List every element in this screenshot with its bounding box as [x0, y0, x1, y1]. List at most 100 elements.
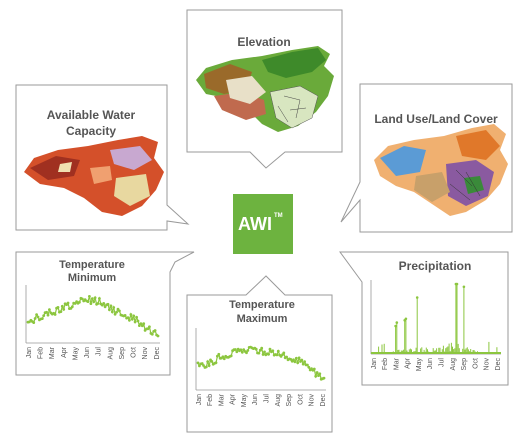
tmin-tick-jul: Jul — [96, 347, 103, 356]
tmax-point-15 — [217, 352, 221, 356]
tmin-callout-frame — [15, 251, 195, 376]
tmin-point-25 — [62, 308, 66, 311]
tmin-title-line2: Minimum — [68, 272, 116, 284]
tmin-tick-nov: Nov — [142, 347, 149, 360]
tmax-point-46 — [260, 346, 264, 350]
tmin-point-23 — [59, 310, 63, 313]
tmax-point-32 — [240, 350, 244, 354]
tmin-tick-oct: Oct — [131, 347, 138, 358]
tmax-point-57 — [275, 353, 279, 357]
tmax-point-0 — [196, 361, 200, 365]
tmin-point-46 — [92, 300, 96, 304]
tmin-point-36 — [78, 300, 81, 304]
tmin-point-49 — [96, 302, 100, 305]
tmin-point-21 — [56, 306, 60, 309]
tmax-point-4 — [202, 364, 205, 367]
tmin-point-60 — [112, 306, 116, 309]
tmin-tick-may: May — [72, 347, 79, 361]
elevation-map — [196, 46, 334, 132]
tmax-point-70 — [293, 360, 297, 364]
tmin-point-54 — [103, 305, 107, 309]
tmax-point-75 — [300, 358, 304, 362]
water-capacity-title-line2: Capacity — [66, 124, 116, 138]
tmax-tick-nov: Nov — [309, 394, 316, 407]
tmax-point-86 — [315, 371, 319, 374]
tmin-point-72 — [129, 313, 133, 316]
tmax-tick-jul: Jul — [263, 394, 270, 403]
tmax-point-85 — [314, 374, 318, 378]
tmax-point-73 — [297, 356, 301, 360]
tmin-point-28 — [66, 301, 70, 305]
land-use-panel: Land Use/Land Cover — [340, 83, 513, 233]
precip-peak-20 — [395, 321, 399, 324]
tmin-point-11 — [42, 314, 46, 317]
tmin-point-24 — [60, 304, 64, 308]
tmin-tick-dec: Dec — [154, 347, 161, 360]
precip-tick-aug: Aug — [450, 358, 457, 371]
tmax-point-62 — [282, 351, 286, 355]
tmin-tick-sep: Sep — [119, 347, 126, 360]
precip-tick-sep: Sep — [461, 358, 468, 371]
tmax-point-77 — [303, 360, 306, 364]
tmax-title-line2: Maximum — [237, 313, 288, 325]
tmax-point-64 — [285, 355, 288, 359]
precip-tick-nov: Nov — [484, 358, 491, 371]
precip-tick-oct: Oct — [472, 358, 479, 369]
awi-label: AWI — [238, 214, 272, 234]
tmax-point-51 — [267, 352, 270, 356]
elevation-title: Elevation — [237, 35, 290, 49]
awi-center: AWI TM — [233, 194, 293, 254]
tmin-tick-apr: Apr — [61, 346, 68, 358]
tmax-tick-jan: Jan — [196, 394, 203, 405]
tmin-point-91 — [156, 334, 160, 338]
tmax-point-36 — [246, 349, 250, 352]
tmax-tick-mar: Mar — [218, 393, 225, 406]
tmax-point-84 — [312, 367, 316, 371]
tmin-panel: Temperature Minimum Jan Feb Mar Apr May Jun Ju… — [15, 251, 195, 376]
tmin-point-53 — [102, 302, 106, 305]
tmin-point-73 — [130, 317, 134, 321]
tmin-point-76 — [135, 315, 139, 319]
tmax-tick-oct: Oct — [297, 394, 304, 405]
tmin-point-31 — [70, 305, 74, 309]
tmin-tick-feb: Feb — [37, 347, 44, 359]
tmax-point-79 — [306, 363, 309, 367]
land-use-title: Land Use/Land Cover — [374, 112, 498, 126]
tmax-point-28 — [235, 350, 239, 354]
tmin-point-50 — [98, 297, 101, 300]
water-capacity-title-line1: Available Water — [47, 108, 136, 122]
tmin-point-75 — [133, 320, 137, 324]
tmin-point-6 — [35, 313, 38, 316]
tmax-tick-apr: Apr — [230, 393, 237, 405]
precip-title: Precipitation — [399, 259, 472, 273]
precip-tick-jun: Jun — [427, 358, 434, 369]
tmin-point-78 — [138, 324, 141, 327]
tmax-point-48 — [263, 350, 266, 354]
tmax-point-44 — [257, 351, 261, 355]
tmax-point-58 — [276, 349, 280, 353]
tmin-point-81 — [142, 322, 146, 326]
tmin-point-71 — [127, 318, 131, 322]
tmin-point-79 — [139, 322, 143, 325]
awi-trademark: TM — [274, 213, 283, 219]
tmax-tick-dec: Dec — [320, 394, 327, 407]
tmax-point-7 — [206, 360, 210, 363]
tmin-point-59 — [110, 310, 114, 314]
tmin-point-7 — [36, 315, 40, 319]
precip-chart: Jan Feb Mar Apr May Jun Jul Aug Sep Oct Nov Dec — [370, 280, 502, 371]
tmin-point-42 — [86, 300, 90, 303]
tmin-tick-aug: Aug — [107, 347, 114, 360]
tmin-point-4 — [32, 321, 36, 324]
tmin-point-44 — [89, 302, 93, 305]
land-use-map — [374, 124, 508, 216]
tmin-point-38 — [80, 297, 84, 301]
tmin-point-58 — [109, 304, 113, 308]
tmin-point-77 — [136, 319, 140, 323]
tmin-title-line1: Temperature — [59, 259, 125, 271]
tmax-point-80 — [307, 365, 311, 369]
tmin-tick-jan: Jan — [26, 347, 33, 358]
tmin-point-10 — [40, 317, 44, 320]
precip-tick-jan: Jan — [371, 358, 378, 369]
tmin-point-70 — [126, 316, 130, 320]
